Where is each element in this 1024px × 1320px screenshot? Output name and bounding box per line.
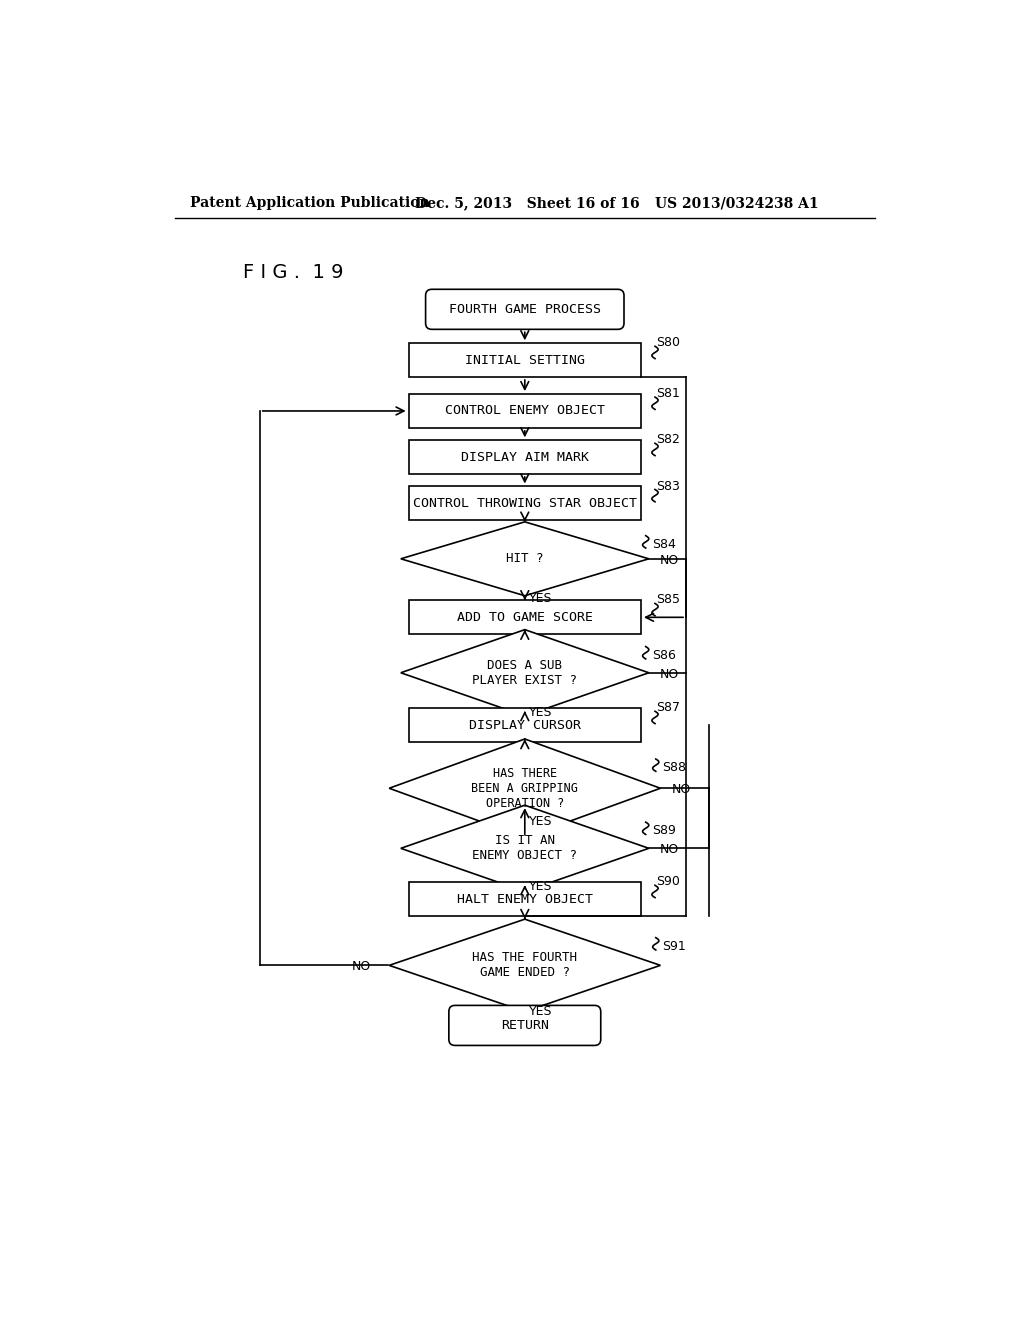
Text: CONTROL THROWING STAR OBJECT: CONTROL THROWING STAR OBJECT xyxy=(413,496,637,510)
Text: YES: YES xyxy=(529,1005,553,1018)
FancyBboxPatch shape xyxy=(409,343,641,378)
Text: DISPLAY CURSOR: DISPLAY CURSOR xyxy=(469,718,581,731)
Text: DOES A SUB
PLAYER EXIST ?: DOES A SUB PLAYER EXIST ? xyxy=(472,659,578,686)
Polygon shape xyxy=(400,805,649,891)
Text: S82: S82 xyxy=(656,433,680,446)
FancyBboxPatch shape xyxy=(426,289,624,330)
Text: HALT ENEMY OBJECT: HALT ENEMY OBJECT xyxy=(457,892,593,906)
Text: YES: YES xyxy=(529,591,553,605)
Text: CONTROL ENEMY OBJECT: CONTROL ENEMY OBJECT xyxy=(444,404,605,417)
Text: Dec. 5, 2013   Sheet 16 of 16: Dec. 5, 2013 Sheet 16 of 16 xyxy=(415,197,639,210)
Polygon shape xyxy=(400,521,649,595)
FancyBboxPatch shape xyxy=(409,601,641,635)
FancyBboxPatch shape xyxy=(409,395,641,428)
Text: IS IT AN
ENEMY OBJECT ?: IS IT AN ENEMY OBJECT ? xyxy=(472,834,578,862)
Text: YES: YES xyxy=(529,880,553,894)
Text: S91: S91 xyxy=(662,940,686,953)
Text: NO: NO xyxy=(659,843,679,857)
Polygon shape xyxy=(400,630,649,715)
Text: S88: S88 xyxy=(662,762,686,775)
Text: YES: YES xyxy=(529,814,553,828)
Text: NO: NO xyxy=(659,554,679,566)
FancyBboxPatch shape xyxy=(409,882,641,916)
Text: S84: S84 xyxy=(652,539,676,550)
FancyBboxPatch shape xyxy=(409,441,641,474)
Text: US 2013/0324238 A1: US 2013/0324238 A1 xyxy=(655,197,818,210)
Text: S83: S83 xyxy=(656,479,680,492)
FancyBboxPatch shape xyxy=(409,708,641,742)
Text: RETURN: RETURN xyxy=(501,1019,549,1032)
Polygon shape xyxy=(389,739,660,837)
Text: HAS THE FOURTH
GAME ENDED ?: HAS THE FOURTH GAME ENDED ? xyxy=(472,952,578,979)
FancyBboxPatch shape xyxy=(409,487,641,520)
Text: FOURTH GAME PROCESS: FOURTH GAME PROCESS xyxy=(449,302,601,315)
Text: S86: S86 xyxy=(652,649,676,661)
Text: S85: S85 xyxy=(656,594,681,606)
Text: S90: S90 xyxy=(656,875,680,888)
Text: NO: NO xyxy=(352,961,372,973)
Text: HIT ?: HIT ? xyxy=(506,552,544,565)
Text: S81: S81 xyxy=(656,387,680,400)
Text: NO: NO xyxy=(672,783,690,796)
Text: S80: S80 xyxy=(656,337,681,350)
Text: S87: S87 xyxy=(656,701,681,714)
Text: ADD TO GAME SCORE: ADD TO GAME SCORE xyxy=(457,611,593,624)
Text: HAS THERE
BEEN A GRIPPING
OPERATION ?: HAS THERE BEEN A GRIPPING OPERATION ? xyxy=(471,767,579,809)
FancyBboxPatch shape xyxy=(449,1006,601,1045)
Text: INITIAL SETTING: INITIAL SETTING xyxy=(465,354,585,367)
Text: Patent Application Publication: Patent Application Publication xyxy=(190,197,430,210)
Text: S89: S89 xyxy=(652,825,676,837)
Polygon shape xyxy=(389,919,660,1011)
Text: YES: YES xyxy=(529,705,553,718)
Text: F I G .  1 9: F I G . 1 9 xyxy=(243,263,343,282)
Text: DISPLAY AIM MARK: DISPLAY AIM MARK xyxy=(461,450,589,463)
Text: NO: NO xyxy=(659,668,679,681)
